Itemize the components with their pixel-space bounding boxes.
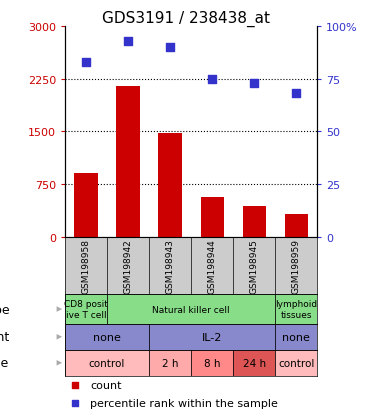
Bar [275,324,317,350]
Text: time: time [0,356,9,369]
Bar [285,214,308,237]
Bar [65,294,107,324]
Text: GSM198958: GSM198958 [82,238,91,293]
Bar [191,350,233,376]
Bar [65,324,149,350]
Text: control: control [89,358,125,368]
Bar [158,133,181,237]
Bar [233,350,275,376]
Point [83,59,89,66]
Text: cell type: cell type [0,303,9,316]
Point [280,320,286,327]
Text: none: none [93,332,121,342]
Text: GDS3191 / 238438_at: GDS3191 / 238438_at [102,10,269,26]
Text: control: control [278,358,314,368]
Text: IL-2: IL-2 [202,332,222,342]
Point [209,76,215,83]
Text: percentile rank within the sample: percentile rank within the sample [90,398,278,408]
Text: GSM198943: GSM198943 [165,238,174,293]
Bar [149,350,191,376]
Text: lymphoid
tissues: lymphoid tissues [275,299,317,319]
Bar [107,294,275,324]
Bar [200,197,224,237]
Point [293,91,299,97]
Text: agent: agent [0,330,9,344]
Bar [116,86,139,237]
Point [125,38,131,45]
Bar [149,324,275,350]
Point [280,151,286,158]
Point [167,45,173,51]
Text: 8 h: 8 h [204,358,220,368]
Text: CD8 posit
ive T cell: CD8 posit ive T cell [64,299,108,319]
Text: GSM198945: GSM198945 [250,238,259,293]
Text: 2 h: 2 h [162,358,178,368]
Text: Natural killer cell: Natural killer cell [152,305,230,314]
Text: GSM198942: GSM198942 [124,239,132,293]
Point [251,80,257,87]
Text: GSM198959: GSM198959 [292,238,301,293]
Text: GSM198944: GSM198944 [208,239,217,293]
Text: none: none [282,332,310,342]
Text: count: count [90,380,122,389]
Bar [275,350,317,376]
Text: 24 h: 24 h [243,358,266,368]
Bar [243,207,266,237]
Bar [74,174,98,237]
Bar [65,350,149,376]
Bar [275,294,317,324]
